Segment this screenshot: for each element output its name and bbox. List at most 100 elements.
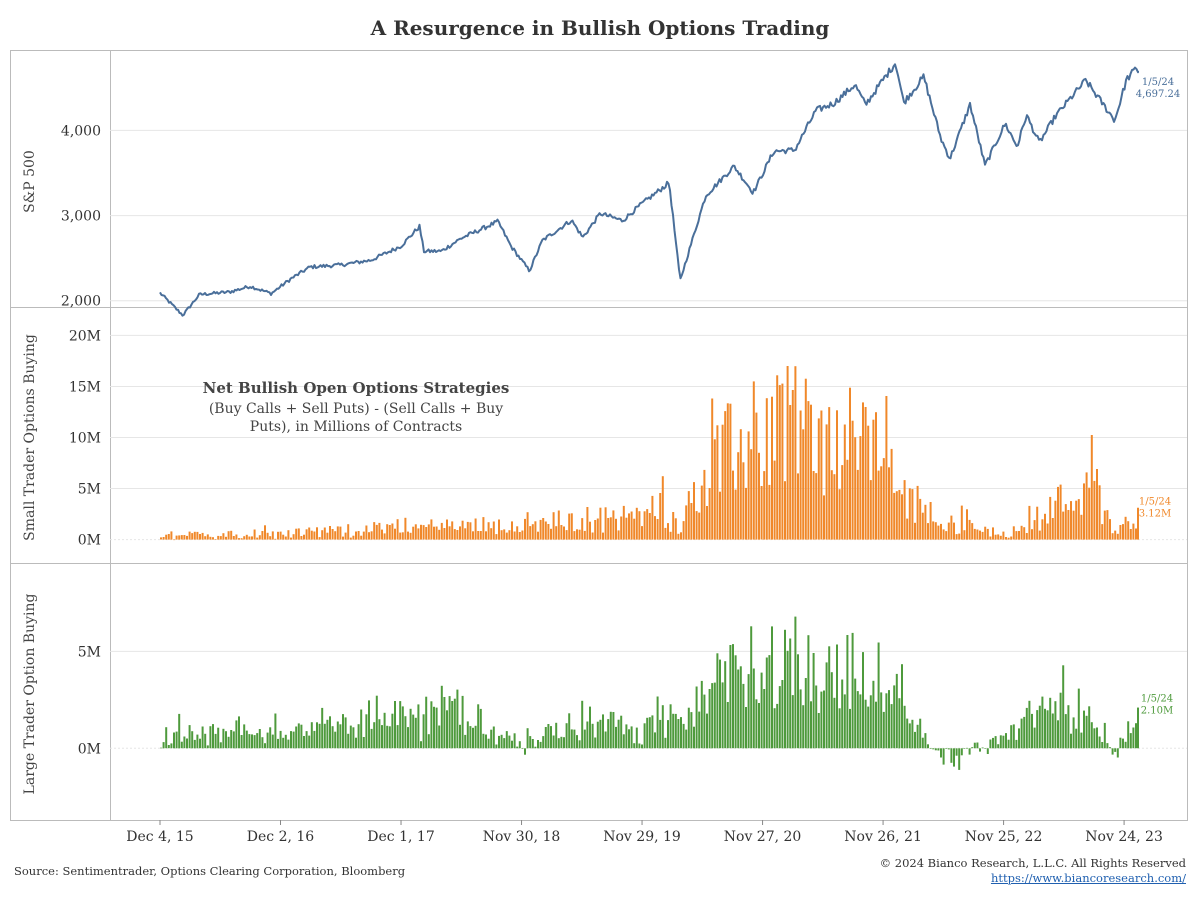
bar	[620, 516, 623, 540]
bar	[591, 532, 594, 540]
bar	[786, 650, 789, 749]
bar	[1080, 732, 1083, 749]
bar	[872, 680, 875, 749]
bar	[752, 668, 755, 749]
bar	[742, 462, 745, 540]
bar	[495, 534, 498, 540]
bar	[594, 737, 597, 749]
bar	[630, 726, 633, 749]
bar	[1041, 696, 1044, 749]
bar	[750, 626, 753, 749]
bar	[1103, 510, 1106, 540]
bar	[817, 418, 820, 540]
bar	[737, 452, 740, 540]
y-tick-label: 0M	[78, 533, 101, 549]
bar	[282, 534, 285, 540]
bar	[833, 474, 836, 540]
bar	[238, 538, 240, 540]
bar	[370, 728, 373, 749]
bar	[955, 748, 958, 756]
bar	[898, 489, 901, 540]
bar	[633, 518, 636, 540]
bar	[422, 525, 425, 540]
bar	[1041, 519, 1044, 540]
bar	[586, 721, 589, 749]
bar	[492, 521, 495, 540]
bar	[849, 708, 851, 749]
bar	[789, 638, 792, 749]
bar	[287, 739, 290, 749]
bar	[284, 536, 287, 540]
bar	[797, 654, 799, 749]
bar	[1119, 525, 1122, 540]
bar	[596, 518, 599, 540]
bar	[812, 471, 815, 540]
bar	[227, 531, 230, 540]
bar	[823, 690, 825, 749]
bar	[791, 390, 794, 540]
bar	[789, 405, 792, 540]
bar	[453, 698, 456, 749]
bar	[162, 537, 165, 540]
bar	[193, 531, 196, 540]
bar	[882, 458, 885, 540]
bar	[334, 531, 337, 540]
bar	[162, 742, 165, 749]
bar	[251, 734, 253, 749]
bar	[578, 529, 581, 540]
bar	[755, 699, 758, 749]
bar	[204, 733, 207, 749]
bar	[695, 511, 698, 540]
bar	[355, 531, 357, 540]
bar	[222, 533, 225, 540]
bar	[1031, 713, 1033, 749]
bar	[1036, 506, 1039, 540]
bar	[378, 522, 381, 540]
bar	[1090, 435, 1093, 540]
bar	[929, 748, 932, 749]
bar	[209, 726, 212, 749]
bar	[370, 531, 373, 540]
bar	[1096, 469, 1098, 540]
bar	[550, 726, 552, 749]
bar	[997, 744, 1000, 749]
bar	[212, 537, 214, 540]
bar	[724, 661, 727, 749]
bar	[1049, 697, 1052, 749]
bar	[313, 531, 316, 540]
bar	[409, 708, 412, 749]
bar	[399, 532, 402, 540]
bar	[282, 737, 285, 749]
bar	[765, 657, 768, 749]
bar	[713, 439, 716, 540]
bar	[212, 724, 214, 749]
bar	[498, 519, 500, 540]
bar	[295, 528, 298, 540]
bar	[430, 519, 433, 540]
bar	[960, 505, 963, 540]
bar	[292, 534, 295, 540]
bar	[916, 485, 919, 540]
bar	[1005, 537, 1007, 540]
bar	[807, 401, 810, 540]
bar	[1106, 743, 1109, 749]
bar	[745, 707, 747, 749]
bar	[724, 411, 727, 540]
x-axis: Dec 4, 15 Dec 2, 16 Dec 1, 17 Nov 30, 18 Nov…	[126, 820, 1163, 845]
bar	[552, 512, 555, 540]
bar	[323, 723, 326, 749]
bar	[355, 737, 357, 749]
bar	[459, 526, 461, 540]
source-note: Source: Sentimentrader, Options Clearing…	[14, 864, 406, 878]
copyright-text: © 2024 Bianco Research, L.L.C. All Right…	[879, 856, 1186, 870]
annotation-title: Net Bullish Open Options Strategies	[203, 379, 510, 397]
bar	[1049, 496, 1052, 540]
bar	[511, 521, 513, 540]
bar	[362, 737, 365, 749]
bar	[310, 530, 313, 540]
bar	[672, 713, 675, 749]
bar	[885, 693, 888, 749]
bar	[950, 515, 953, 540]
bar	[599, 719, 602, 749]
website-link[interactable]: https://www.biancoresearch.com/	[990, 871, 1186, 885]
